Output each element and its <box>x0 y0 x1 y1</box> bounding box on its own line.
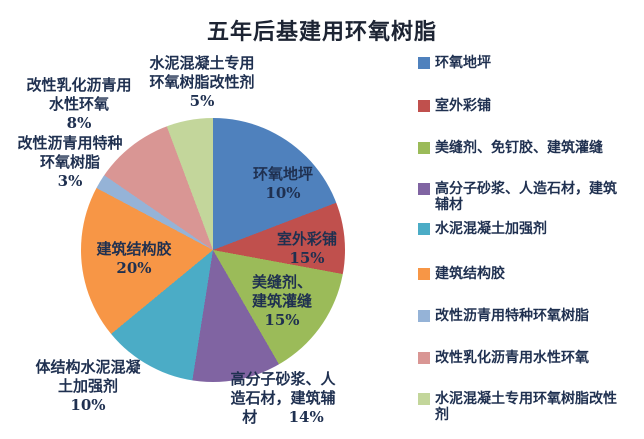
legend-swatch-icon <box>418 223 430 235</box>
pie-label-4: 水泥混凝土专用 环氧树脂改性剂 5% <box>149 54 255 110</box>
legend-swatch-icon <box>418 268 430 280</box>
legend-item-2: 美缝剂、免钉胶、建筑灌缝 <box>418 140 636 156</box>
pie-label-8: 高分子砂浆、人 造石材，建筑辅材 14% <box>230 370 336 426</box>
legend-item-6: 改性沥青用特种环氧树脂 <box>418 308 636 324</box>
legend-swatch-icon <box>418 393 430 405</box>
legend-swatch-icon <box>418 142 430 154</box>
pie-label-1: 室外彩铺 15% <box>276 230 338 267</box>
legend-item-7: 改性乳化沥青用水性环氧 <box>418 350 636 366</box>
legend-label: 水泥混凝土加强剂 <box>435 221 547 237</box>
pie-label-6: 改性沥青用特种 环氧树脂 3% <box>17 134 123 190</box>
legend-item-1: 室外彩铺 <box>418 98 636 114</box>
legend-item-5: 建筑结构胶 <box>418 266 636 282</box>
pie-chart <box>81 118 345 382</box>
pie-label-7: 体结构水泥混凝 土加强剂 10% <box>35 358 141 414</box>
legend-label: 环氧地坪 <box>435 55 491 71</box>
legend-label: 高分子砂浆、人造石材，建筑 辅材 <box>435 181 617 213</box>
legend-swatch-icon <box>418 183 430 195</box>
legend-label: 改性乳化沥青用水性环氧 <box>435 350 589 366</box>
legend-label: 室外彩铺 <box>435 98 491 114</box>
legend-label: 水泥混凝土专用环氧树脂改性剂 <box>435 391 617 423</box>
legend-swatch-icon <box>418 57 430 69</box>
pie-label-0: 环氧地坪 10% <box>252 165 314 202</box>
legend-label: 美缝剂、免钉胶、建筑灌缝 <box>435 140 603 156</box>
pie-label-5: 改性乳化沥青用 水性环氧 8% <box>26 76 132 132</box>
legend-item-4: 水泥混凝土加强剂 <box>418 221 636 237</box>
legend-swatch-icon <box>418 310 430 322</box>
pie-label-3: 建筑结构胶 20% <box>96 240 172 277</box>
legend-swatch-icon <box>418 100 430 112</box>
legend-item-0: 环氧地坪 <box>418 55 636 71</box>
legend-item-8: 水泥混凝土专用环氧树脂改性剂 <box>418 391 636 423</box>
pie-label-2: 美缝剂、 建筑灌缝 15% <box>251 273 313 329</box>
legend-item-3: 高分子砂浆、人造石材，建筑 辅材 <box>418 181 636 213</box>
legend-label: 建筑结构胶 <box>435 266 505 282</box>
legend-label: 改性沥青用特种环氧树脂 <box>435 308 589 324</box>
chart-title: 五年后基建用环氧树脂 <box>206 19 437 45</box>
legend-swatch-icon <box>418 352 430 364</box>
